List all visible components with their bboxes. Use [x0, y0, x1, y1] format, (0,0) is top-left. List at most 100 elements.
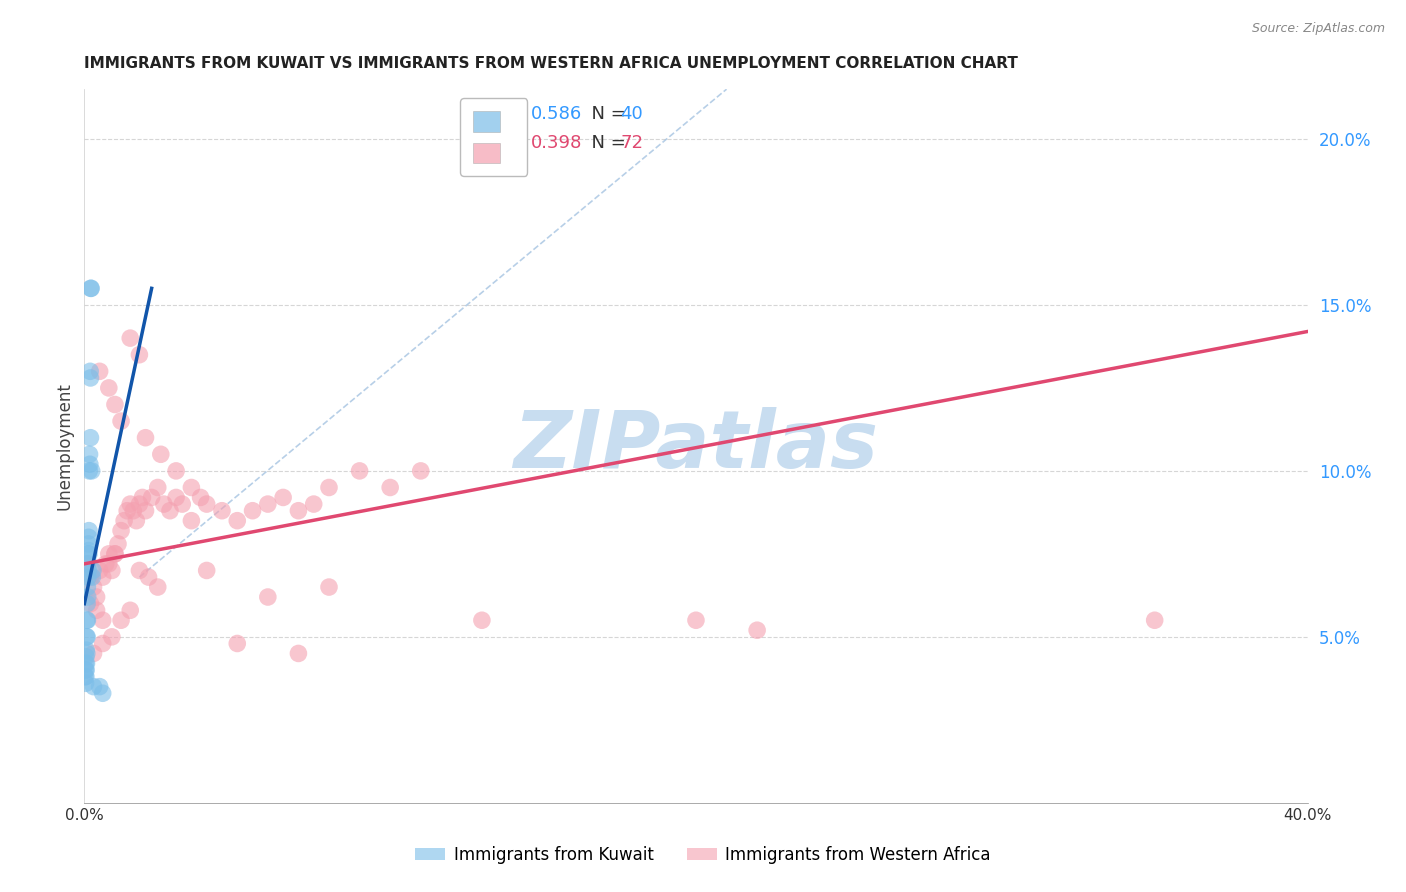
Point	[120, 331, 142, 345]
Point	[79, 447, 101, 461]
Point	[318, 580, 340, 594]
Point	[76, 657, 98, 671]
Point	[101, 630, 124, 644]
Text: IMMIGRANTS FROM KUWAIT VS IMMIGRANTS FROM WESTERN AFRICA UNEMPLOYMENT CORRELATIO: IMMIGRANTS FROM KUWAIT VS IMMIGRANTS FRO…	[84, 56, 1018, 71]
Point	[172, 497, 194, 511]
Point	[76, 630, 98, 644]
Point	[125, 514, 148, 528]
Point	[75, 649, 97, 664]
Point	[131, 491, 153, 505]
Point	[76, 630, 98, 644]
Point	[122, 504, 145, 518]
Point	[75, 643, 97, 657]
Point	[104, 547, 127, 561]
Point	[409, 464, 432, 478]
Point	[76, 557, 98, 571]
Point	[75, 670, 97, 684]
Point	[76, 613, 98, 627]
Point	[146, 481, 169, 495]
Point	[82, 570, 104, 584]
Point	[135, 504, 157, 518]
Point	[128, 497, 150, 511]
Point	[747, 624, 769, 638]
Text: ZIPatlas: ZIPatlas	[513, 407, 879, 485]
Point	[287, 504, 309, 518]
Point	[77, 524, 100, 538]
Point	[89, 564, 111, 578]
Point	[97, 547, 120, 561]
Point	[165, 491, 187, 505]
Point	[195, 497, 218, 511]
Point	[75, 663, 97, 677]
Point	[91, 636, 114, 650]
Point	[86, 603, 108, 617]
Point	[153, 497, 176, 511]
Point	[271, 491, 294, 505]
Point	[79, 597, 101, 611]
Point	[104, 547, 127, 561]
Point	[73, 670, 96, 684]
Point	[86, 590, 108, 604]
Point	[110, 613, 132, 627]
Point	[146, 580, 169, 594]
Text: R =: R =	[488, 105, 527, 123]
Legend: , : ,	[460, 98, 527, 176]
Y-axis label: Unemployment: Unemployment	[55, 382, 73, 510]
Point	[75, 676, 97, 690]
Point	[141, 491, 163, 505]
Point	[76, 580, 98, 594]
Point	[101, 564, 124, 578]
Point	[242, 504, 264, 518]
Point	[1143, 613, 1166, 627]
Point	[257, 497, 280, 511]
Point	[97, 381, 120, 395]
Point	[76, 613, 98, 627]
Point	[128, 564, 150, 578]
Point	[80, 281, 103, 295]
Point	[287, 647, 309, 661]
Point	[77, 537, 100, 551]
Point	[380, 481, 402, 495]
Point	[79, 371, 101, 385]
Point	[110, 414, 132, 428]
Point	[83, 647, 105, 661]
Point	[120, 603, 142, 617]
Legend: Immigrants from Kuwait, Immigrants from Western Africa: Immigrants from Kuwait, Immigrants from …	[409, 839, 997, 871]
Point	[77, 530, 100, 544]
Point	[120, 497, 142, 511]
Point	[76, 597, 98, 611]
Text: 40: 40	[620, 105, 643, 123]
Point	[91, 686, 114, 700]
Point	[77, 547, 100, 561]
Point	[138, 570, 160, 584]
Point	[94, 557, 117, 571]
Point	[318, 481, 340, 495]
Point	[79, 570, 101, 584]
Point	[76, 557, 98, 571]
Point	[149, 447, 172, 461]
Point	[159, 504, 181, 518]
Text: N =: N =	[579, 105, 631, 123]
Point	[75, 663, 97, 677]
Point	[471, 613, 494, 627]
Point	[180, 514, 202, 528]
Point	[83, 680, 105, 694]
Point	[97, 557, 120, 571]
Point	[226, 636, 249, 650]
Point	[77, 570, 100, 584]
Point	[89, 364, 111, 378]
Point	[91, 570, 114, 584]
Point	[128, 348, 150, 362]
Text: N =: N =	[579, 134, 631, 152]
Point	[77, 564, 100, 578]
Point	[115, 504, 138, 518]
Point	[211, 504, 233, 518]
Point	[180, 481, 202, 495]
Point	[685, 613, 707, 627]
Point	[75, 657, 97, 671]
Point	[190, 491, 212, 505]
Point	[77, 464, 100, 478]
Point	[77, 547, 100, 561]
Point	[80, 281, 103, 295]
Text: 72: 72	[620, 134, 643, 152]
